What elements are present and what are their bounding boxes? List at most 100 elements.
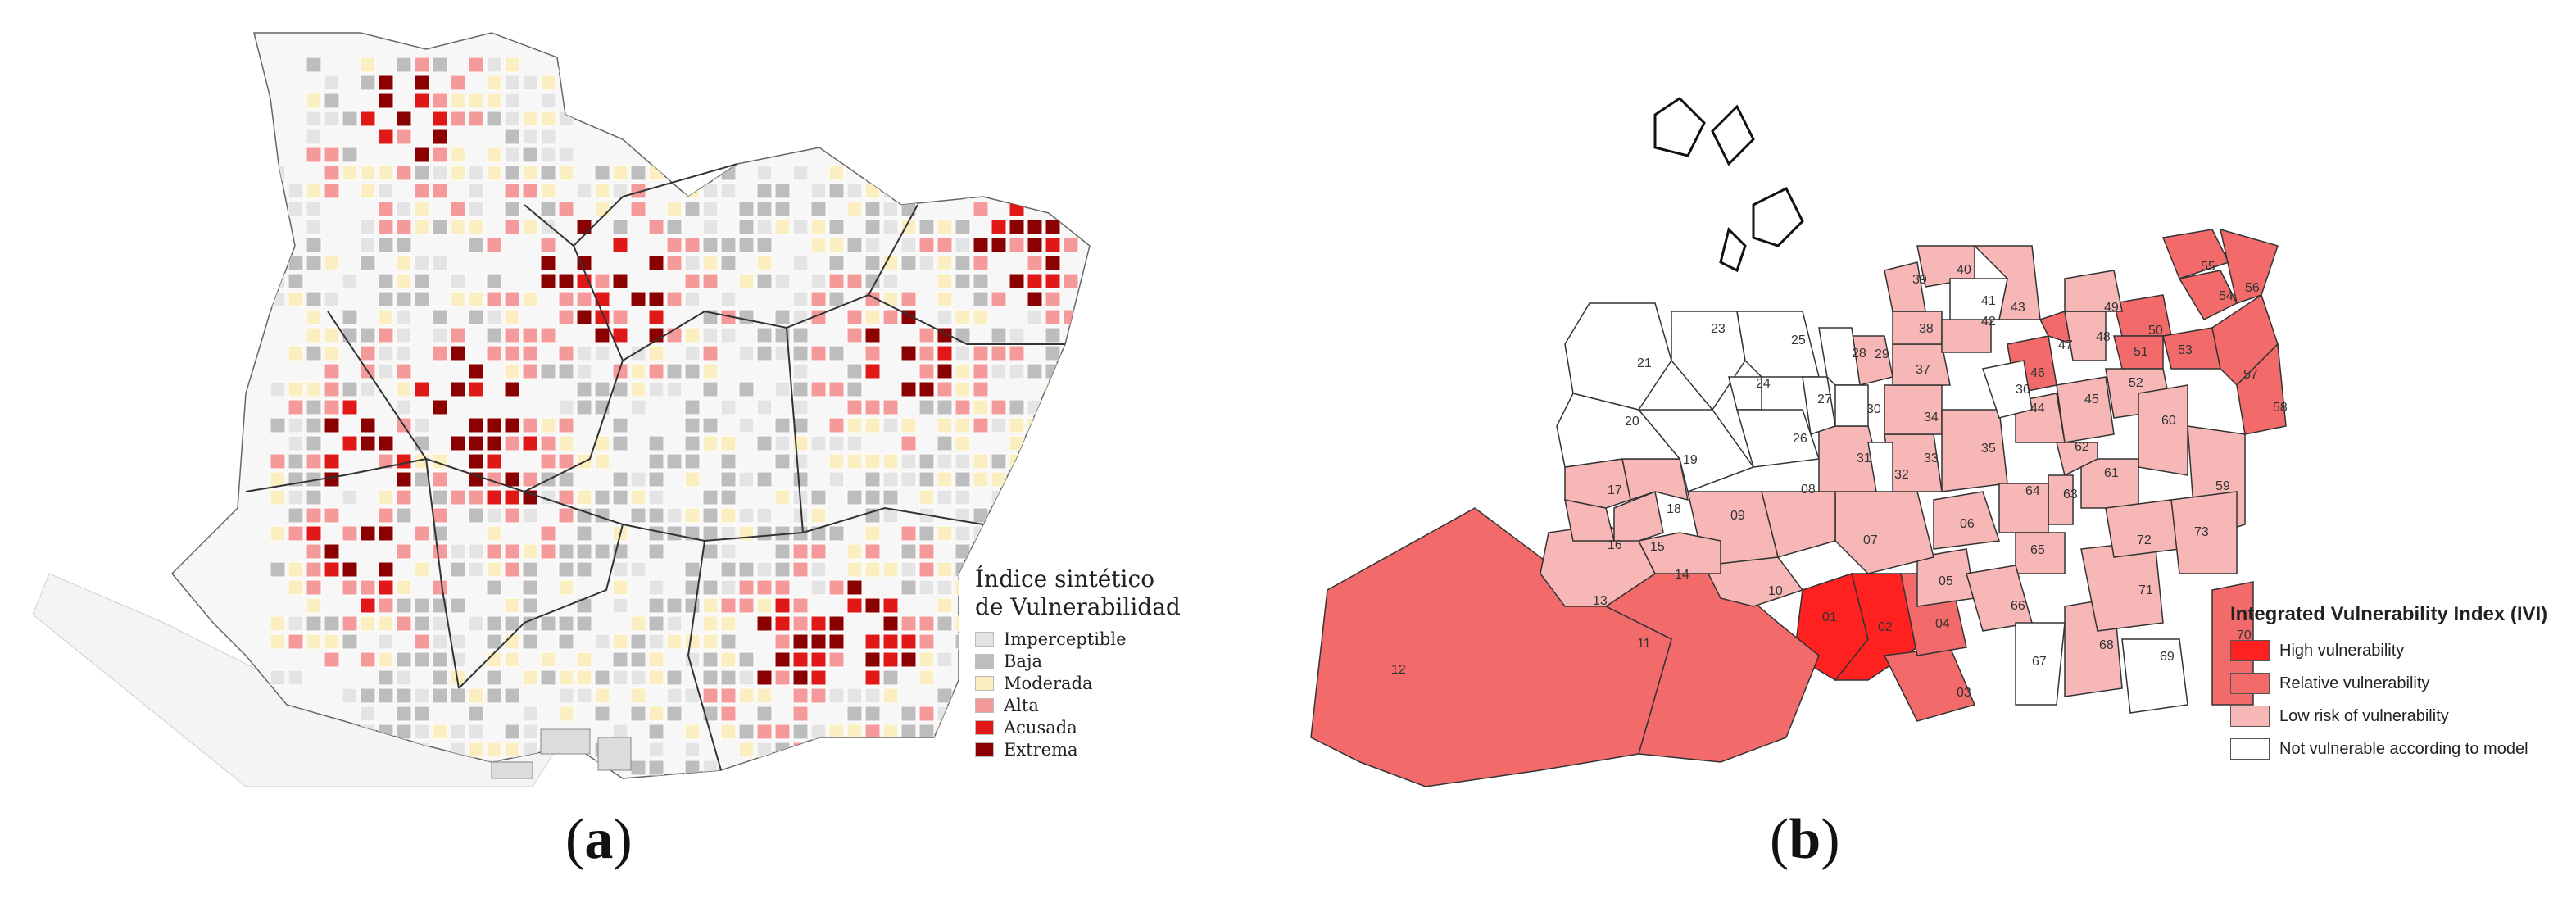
- census-block: [991, 417, 1007, 433]
- census-block: [1063, 489, 1079, 506]
- census-block: [648, 597, 664, 614]
- census-block: [900, 543, 917, 560]
- census-block: [1063, 381, 1079, 397]
- census-block: [378, 327, 394, 343]
- census-block: [1045, 507, 1061, 524]
- legend-a-item: Baja: [975, 650, 1181, 672]
- census-block: [846, 183, 863, 199]
- census-block: [468, 471, 484, 488]
- census-block: [288, 399, 304, 415]
- census-block: [810, 724, 827, 740]
- census-block: [1045, 255, 1061, 271]
- census-block: [270, 417, 286, 433]
- census-block: [522, 543, 538, 560]
- legend-b-swatch: [2230, 673, 2270, 694]
- district-21: [1564, 302, 1672, 411]
- census-block: [306, 417, 322, 433]
- census-block: [612, 669, 628, 686]
- district-label: 25: [1791, 334, 1806, 347]
- census-block: [991, 453, 1007, 470]
- census-block: [684, 471, 701, 488]
- district-label: 62: [2075, 440, 2089, 454]
- census-block: [648, 615, 664, 632]
- census-block: [306, 219, 322, 235]
- census-block: [702, 219, 719, 235]
- census-block: [720, 471, 737, 488]
- legend-a-swatch: [975, 719, 994, 735]
- census-block: [468, 201, 484, 217]
- census-block: [900, 345, 917, 361]
- census-block: [756, 525, 773, 542]
- census-block: [576, 381, 592, 397]
- census-block: [774, 633, 791, 650]
- census-block: [720, 453, 737, 470]
- census-block: [792, 327, 809, 343]
- census-block: [846, 561, 863, 578]
- census-block: [684, 291, 701, 307]
- census-block: [756, 760, 773, 776]
- census-block: [792, 669, 809, 686]
- census-block: [396, 273, 412, 289]
- census-block: [810, 237, 827, 253]
- district-label: 38: [1919, 322, 1934, 336]
- census-block: [396, 687, 412, 704]
- district-label: 47: [2058, 338, 2073, 352]
- census-block: [648, 453, 664, 470]
- census-block: [324, 327, 340, 343]
- census-block: [306, 201, 322, 217]
- census-block: [684, 507, 701, 524]
- census-block: [756, 237, 773, 253]
- census-block: [756, 615, 773, 632]
- census-block: [720, 633, 737, 650]
- census-block: [432, 615, 448, 632]
- census-block: [720, 183, 737, 199]
- census-block: [450, 561, 466, 578]
- census-block: [612, 219, 628, 235]
- census-block: [486, 75, 502, 91]
- census-block: [288, 381, 304, 397]
- census-block: [396, 579, 412, 596]
- district-label: 45: [2084, 393, 2099, 406]
- census-block: [522, 75, 538, 91]
- census-block: [864, 543, 881, 560]
- district-25: [1736, 311, 1820, 378]
- census-block: [414, 93, 430, 109]
- district-13: [1540, 524, 1656, 607]
- census-block: [540, 183, 556, 199]
- census-block: [576, 543, 592, 560]
- census-block: [414, 597, 430, 614]
- census-block: [594, 543, 610, 560]
- census-block: [792, 345, 809, 361]
- census-block: [324, 363, 340, 379]
- district-label: 39: [1912, 273, 1927, 287]
- census-block: [558, 273, 574, 289]
- census-block: [306, 255, 322, 271]
- district-30: [1834, 384, 1869, 427]
- census-block: [270, 471, 286, 488]
- census-block: [937, 363, 953, 379]
- district-label: 63: [2063, 488, 2078, 501]
- census-block: [937, 615, 953, 632]
- census-block: [486, 93, 502, 109]
- census-block: [720, 579, 737, 596]
- census-block: [378, 507, 394, 524]
- census-block: [882, 453, 899, 470]
- census-block: [576, 507, 592, 524]
- census-block: [648, 471, 664, 488]
- census-block: [576, 183, 592, 199]
- census-block: [738, 381, 755, 397]
- census-block: [576, 525, 592, 542]
- legend-b-label: Relative vulnerability: [2279, 674, 2430, 692]
- census-block: [594, 273, 610, 289]
- census-block: [450, 687, 466, 704]
- legend-b: Integrated Vulnerability Index (IVI) Hig…: [2230, 603, 2547, 765]
- census-block: [792, 219, 809, 235]
- census-block: [486, 615, 502, 632]
- census-block: [756, 165, 773, 181]
- census-block: [882, 489, 899, 506]
- census-block: [396, 615, 412, 632]
- census-block: [955, 471, 971, 488]
- census-block: [1063, 345, 1079, 361]
- census-block: [486, 111, 502, 127]
- census-block: [504, 183, 520, 199]
